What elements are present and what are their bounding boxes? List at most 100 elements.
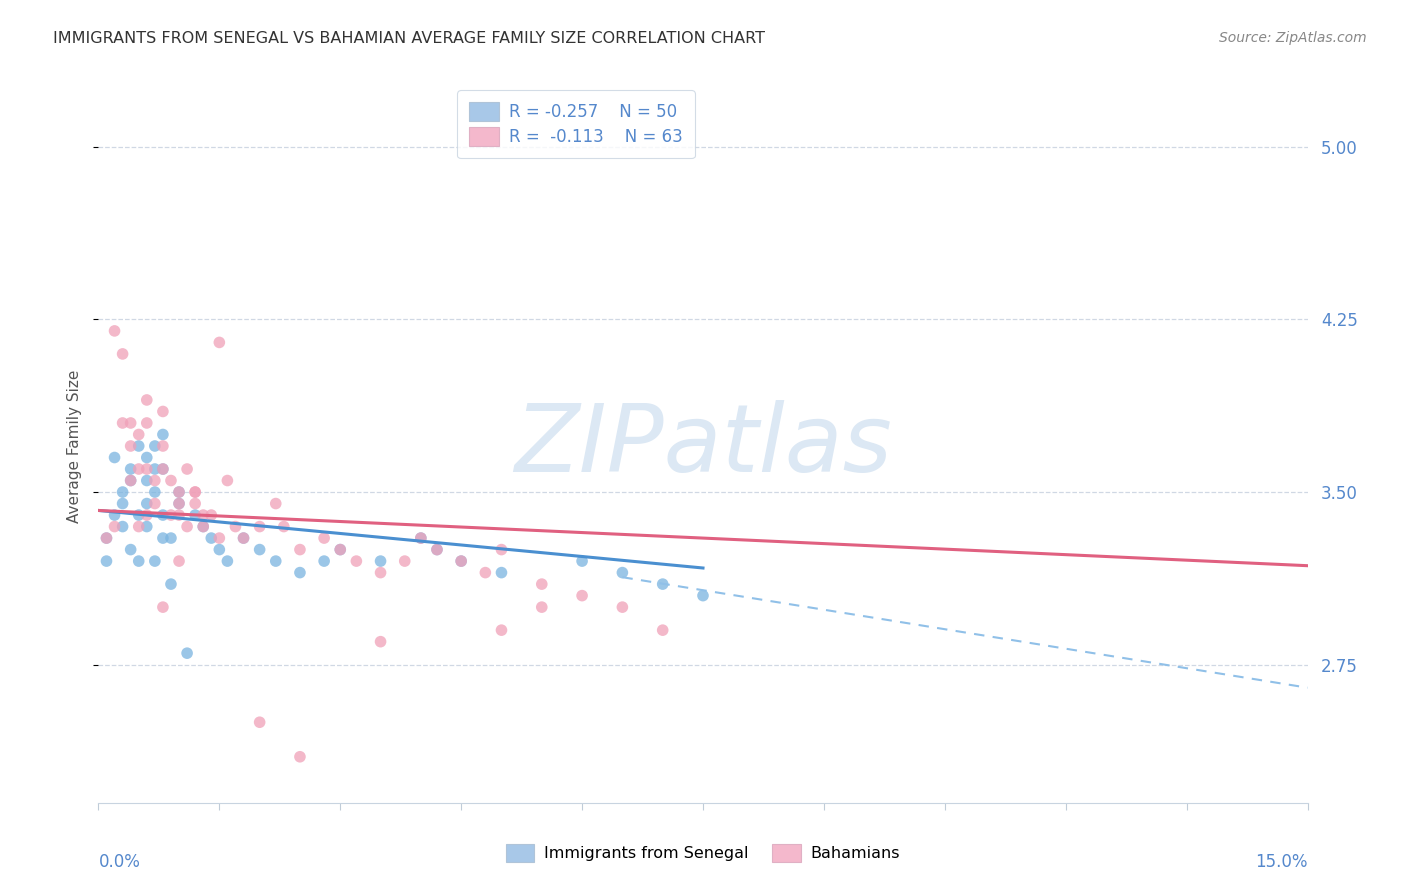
Point (128, 554, 150, 568)
Text: 15.0%: 15.0% (1256, 853, 1308, 871)
Point (530, 600, 553, 615)
Point (184, 508, 207, 522)
Point (120, 474, 142, 488)
Point (143, 462, 166, 476)
Point (152, 462, 174, 476)
Point (160, 474, 183, 488)
Point (651, 577, 673, 591)
Point (143, 554, 166, 568)
Point (143, 485, 166, 500)
Point (135, 416, 157, 430)
Point (409, 531, 432, 545)
Point (264, 554, 287, 568)
Point (111, 485, 134, 500)
Point (176, 646, 198, 660)
Point (96, 531, 118, 545)
Point (450, 554, 472, 568)
Point (120, 416, 142, 430)
Point (208, 531, 231, 545)
Point (152, 404, 174, 418)
Point (160, 531, 183, 545)
Point (692, 589, 714, 603)
Point (152, 531, 174, 545)
Point (200, 508, 222, 522)
Point (409, 531, 432, 545)
Point (426, 542, 449, 557)
Point (208, 542, 231, 557)
Point (491, 542, 513, 557)
Point (152, 427, 174, 442)
Point (249, 519, 271, 533)
Point (249, 542, 271, 557)
Point (128, 508, 150, 522)
Point (103, 508, 125, 522)
Point (128, 462, 150, 476)
Point (176, 462, 198, 476)
Text: IMMIGRANTS FROM SENEGAL VS BAHAMIAN AVERAGE FAMILY SIZE CORRELATION CHART: IMMIGRANTS FROM SENEGAL VS BAHAMIAN AVER… (53, 31, 765, 46)
Point (167, 508, 190, 522)
Text: 0.0%: 0.0% (98, 853, 141, 871)
Point (160, 577, 183, 591)
Point (135, 462, 157, 476)
Point (152, 439, 174, 453)
Point (135, 497, 157, 511)
Point (264, 497, 287, 511)
Point (273, 519, 295, 533)
Point (167, 485, 190, 500)
Point (103, 324, 125, 338)
Point (394, 554, 416, 568)
Point (193, 519, 215, 533)
Point (103, 450, 125, 465)
Point (612, 600, 634, 615)
Point (184, 485, 207, 500)
Point (288, 749, 311, 764)
Point (167, 497, 190, 511)
Point (143, 497, 166, 511)
Text: Source: ZipAtlas.com: Source: ZipAtlas.com (1219, 31, 1367, 45)
Point (612, 566, 634, 580)
Point (288, 566, 311, 580)
Point (167, 554, 190, 568)
Point (184, 497, 207, 511)
Point (160, 508, 183, 522)
Point (176, 519, 198, 533)
Point (128, 427, 150, 442)
Point (120, 439, 142, 453)
Point (571, 554, 593, 568)
Point (167, 485, 190, 500)
Point (491, 566, 513, 580)
Y-axis label: Average Family Size: Average Family Size (67, 369, 83, 523)
Point (128, 439, 150, 453)
Point (143, 474, 166, 488)
Point (167, 497, 190, 511)
Point (135, 392, 157, 407)
Point (208, 335, 231, 350)
Point (370, 634, 392, 648)
Point (232, 531, 254, 545)
Point (120, 474, 142, 488)
Point (530, 577, 553, 591)
Point (474, 566, 496, 580)
Point (120, 462, 142, 476)
Point (651, 623, 673, 637)
Point (329, 542, 352, 557)
Point (344, 554, 367, 568)
Point (314, 554, 336, 568)
Point (152, 600, 174, 615)
Point (111, 519, 134, 533)
Point (111, 497, 134, 511)
Point (288, 542, 311, 557)
Point (120, 542, 142, 557)
Point (426, 542, 449, 557)
Point (103, 519, 125, 533)
Point (135, 474, 157, 488)
Point (135, 519, 157, 533)
Point (128, 519, 150, 533)
Point (217, 474, 239, 488)
Point (111, 347, 134, 361)
Point (249, 715, 271, 730)
Point (491, 623, 513, 637)
Point (193, 519, 215, 533)
Point (200, 531, 222, 545)
Point (135, 508, 157, 522)
